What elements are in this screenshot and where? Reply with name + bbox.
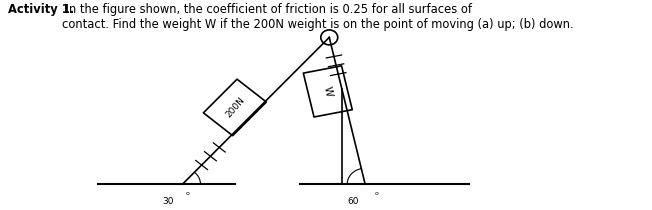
Text: W: W	[322, 85, 334, 97]
Text: 60: 60	[348, 197, 359, 206]
Text: Activity 1.: Activity 1.	[8, 3, 74, 16]
Text: In the figure shown, the coefficient of friction is 0.25 for all surfaces of
con: In the figure shown, the coefficient of …	[62, 3, 574, 31]
Polygon shape	[303, 66, 352, 117]
Text: 30: 30	[162, 197, 174, 206]
Text: o: o	[375, 191, 379, 196]
Polygon shape	[203, 79, 267, 136]
Text: o: o	[186, 191, 190, 196]
Text: 200N: 200N	[224, 96, 246, 119]
